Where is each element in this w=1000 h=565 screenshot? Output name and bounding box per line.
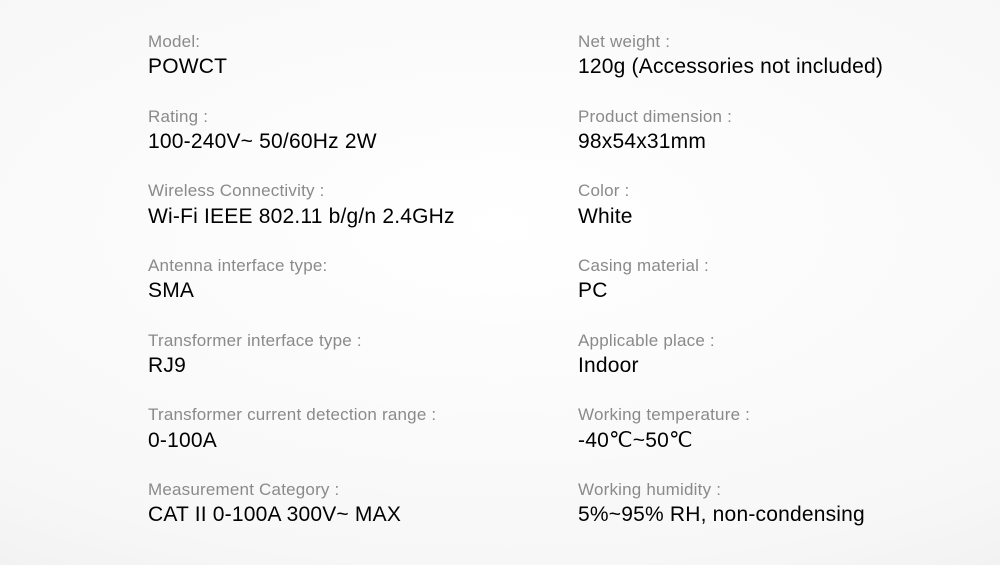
spec-row: Transformer interface type : RJ9 (148, 331, 568, 380)
spec-value: 98x54x31mm (578, 129, 978, 155)
spec-label: Antenna interface type: (148, 256, 568, 276)
spec-row: Wireless Connectivity : Wi-Fi IEEE 802.1… (148, 181, 568, 230)
spec-row: Net weight : 120g (Accessories not inclu… (578, 32, 978, 81)
spec-value: Indoor (578, 353, 978, 379)
spec-value: SMA (148, 278, 568, 304)
spec-label: Measurement Category : (148, 480, 568, 500)
spec-label: Transformer interface type : (148, 331, 568, 351)
spec-sheet: Model: POWCT Rating : 100-240V~ 50/60Hz … (0, 0, 1000, 565)
spec-label: Rating : (148, 107, 568, 127)
spec-row: Casing material : PC (578, 256, 978, 305)
spec-value: -40℃~50℃ (578, 428, 978, 454)
spec-label: Model: (148, 32, 568, 52)
spec-label: Casing material : (578, 256, 978, 276)
column-right: Net weight : 120g (Accessories not inclu… (578, 32, 978, 554)
spec-row: Measurement Category : CAT II 0-100A 300… (148, 480, 568, 529)
spec-value: 5%~95% RH, non-condensing (578, 502, 978, 528)
spec-value: Wi-Fi IEEE 802.11 b/g/n 2.4GHz (148, 204, 568, 230)
spec-row: Applicable place : Indoor (578, 331, 978, 380)
spec-value: CAT II 0-100A 300V~ MAX (148, 502, 568, 528)
spec-label: Wireless Connectivity : (148, 181, 568, 201)
spec-row: Antenna interface type: SMA (148, 256, 568, 305)
spec-row: Transformer current detection range : 0-… (148, 405, 568, 454)
spec-row: Color : White (578, 181, 978, 230)
spec-value: 100-240V~ 50/60Hz 2W (148, 129, 568, 155)
spec-row: Rating : 100-240V~ 50/60Hz 2W (148, 107, 568, 156)
spec-row: Working humidity : 5%~95% RH, non-conden… (578, 480, 978, 529)
spec-row: Product dimension : 98x54x31mm (578, 107, 978, 156)
spec-label: Working temperature : (578, 405, 978, 425)
spec-label: Net weight : (578, 32, 978, 52)
spec-row: Model: POWCT (148, 32, 568, 81)
spec-label: Working humidity : (578, 480, 978, 500)
spec-row: Working temperature : -40℃~50℃ (578, 405, 978, 454)
column-left: Model: POWCT Rating : 100-240V~ 50/60Hz … (148, 32, 568, 554)
spec-label: Product dimension : (578, 107, 978, 127)
spec-value: 0-100A (148, 428, 568, 454)
spec-value: White (578, 204, 978, 230)
columns-wrapper: Model: POWCT Rating : 100-240V~ 50/60Hz … (0, 32, 1000, 554)
spec-value: POWCT (148, 54, 568, 80)
spec-label: Transformer current detection range : (148, 405, 568, 425)
spec-value: RJ9 (148, 353, 568, 379)
spec-label: Applicable place : (578, 331, 978, 351)
spec-value: 120g (Accessories not included) (578, 54, 978, 80)
spec-label: Color : (578, 181, 978, 201)
spec-value: PC (578, 278, 978, 304)
